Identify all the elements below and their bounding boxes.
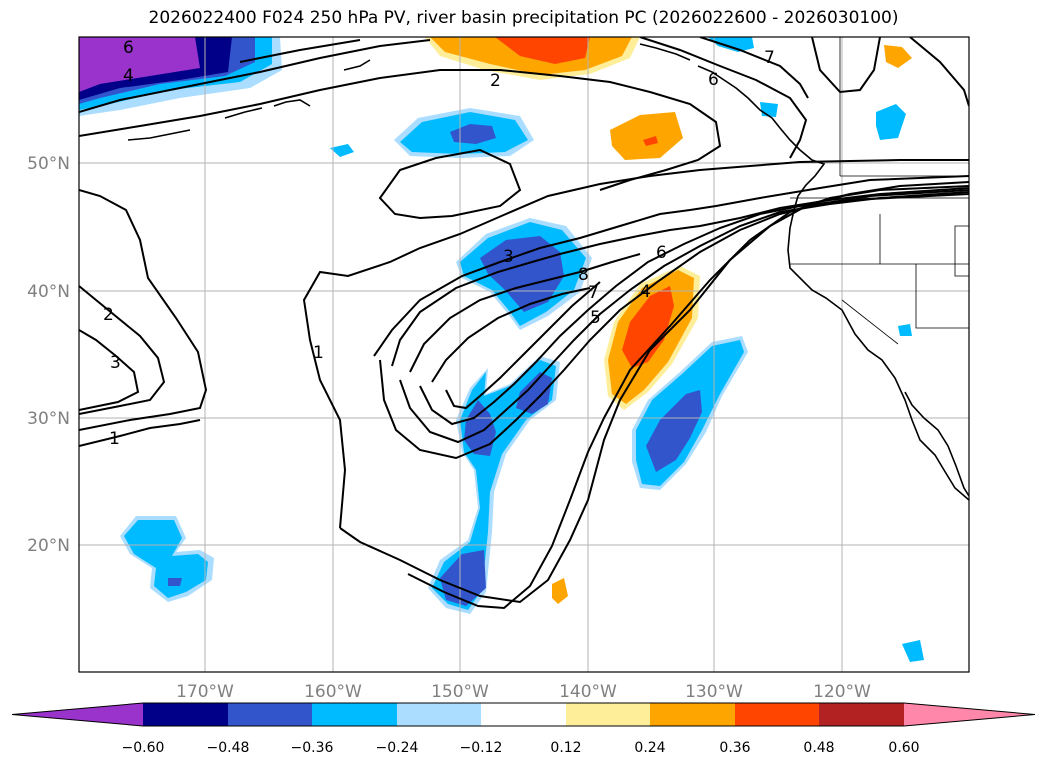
shade-neg-blue-j: [168, 578, 182, 586]
shade-pos-orange-c: [884, 45, 912, 68]
contour-label: 3: [110, 353, 121, 373]
shade-neg-cyan-m: [898, 324, 912, 336]
colorbar-tick-label: 0.36: [719, 740, 750, 756]
shade-neg-blue-h: [646, 390, 702, 472]
colorbar-tick-label: −0.24: [376, 740, 419, 756]
lon-label: 130°W: [685, 682, 743, 702]
lat-label: 30°N: [27, 409, 70, 429]
colorbar-segment: [12, 703, 143, 726]
shade-neg-blue-b: [450, 124, 496, 144]
shade-neg-cyan-l: [902, 640, 924, 662]
shade-neg-small-top: [708, 37, 754, 52]
colorbar-tick-label: 0.60: [888, 740, 919, 756]
shade-neg-blue-i1: [464, 400, 496, 456]
lat-labels: 50°N 40°N 30°N 20°N: [27, 154, 70, 556]
colorbar-tick-label: −0.60: [122, 740, 165, 756]
shade-pos-red: [495, 37, 590, 64]
colorbar-tick-label: 0.24: [634, 740, 665, 756]
contour-label: 4: [123, 66, 134, 86]
colorbar-segment: [650, 703, 735, 726]
colorbar-segment: [819, 703, 904, 726]
contour-label: 6: [708, 70, 719, 90]
colorbar-tick-label: 0.48: [803, 740, 834, 756]
contour-label: 7: [588, 283, 599, 303]
contour-label: 1: [109, 429, 120, 449]
contour-label: 8: [578, 265, 589, 285]
shade-pos-orange-k: [552, 578, 568, 604]
shade-pos-orange-b: [610, 112, 683, 160]
colorbar-tick-label: −0.48: [207, 740, 250, 756]
shade-neg-purple: [79, 37, 200, 92]
colorbar-segment: [481, 703, 566, 726]
colorbar-segment: [312, 703, 397, 726]
colorbar-tick-label: −0.12: [460, 740, 503, 756]
contour-label: 7: [764, 48, 775, 68]
colorbar-segment: [735, 703, 819, 726]
contour-labels: 6 4 2 6 7 3 8 7 6 5 4 2 3 1 1: [103, 38, 775, 449]
shade-pos-red-g: [622, 286, 674, 368]
contour-label: 2: [490, 71, 501, 91]
contour-label: 3: [503, 247, 514, 267]
shade-pos-red-b: [643, 136, 658, 146]
colorbar-tick-label: −0.36: [291, 740, 334, 756]
gridlines: [79, 37, 969, 672]
shade-neg-cyan-e: [876, 104, 906, 140]
contour-label: 6: [123, 38, 134, 58]
contour-label: 1: [313, 343, 324, 363]
colorbar-ticks: −0.60 −0.48 −0.36 −0.24 −0.12 0.12 0.24 …: [122, 740, 920, 756]
colorbar-tick-label: 0.12: [550, 740, 581, 756]
lon-label: 150°W: [431, 682, 489, 702]
lon-label: 170°W: [176, 682, 234, 702]
colorbar-segment: [228, 703, 312, 726]
colorbar-segment: [397, 703, 481, 726]
map-title: 2026022400 F024 250 hPa PV, river basin …: [148, 8, 899, 28]
pv-contours: [79, 37, 969, 610]
colorbar: [11, 702, 1036, 727]
lat-label: 50°N: [27, 154, 70, 174]
contour-label: 2: [103, 305, 114, 325]
contour-label: 4: [640, 282, 651, 302]
colorbar-segment: [566, 703, 650, 726]
contour-label: 5: [590, 308, 601, 328]
lat-label: 20°N: [27, 536, 70, 556]
colorbar-outline: [11, 702, 1036, 727]
shade-neg-cyan-j: [124, 520, 208, 598]
shade-neg-blue-f: [480, 236, 564, 312]
shade-neg-cyan-i: [432, 360, 556, 610]
colorbar-segment: [904, 703, 1035, 726]
lon-label: 120°W: [813, 682, 871, 702]
shade-neg-cyan-c: [330, 144, 354, 157]
coastlines: [127, 43, 969, 501]
colorbar-segment: [143, 703, 228, 726]
pc-shading: [79, 37, 924, 662]
contour-label: 6: [656, 243, 667, 263]
lon-label: 140°W: [559, 682, 617, 702]
map-frame: [78, 36, 970, 673]
lon-labels: 170°W 160°W 150°W 140°W 130°W 120°W: [176, 682, 871, 702]
shade-neg-blue-i3: [440, 550, 486, 606]
lat-label: 40°N: [27, 282, 70, 302]
lon-label: 160°W: [304, 682, 362, 702]
shade-neg-cyan-d: [760, 102, 778, 117]
shade-neg-blue-i2: [516, 372, 552, 414]
